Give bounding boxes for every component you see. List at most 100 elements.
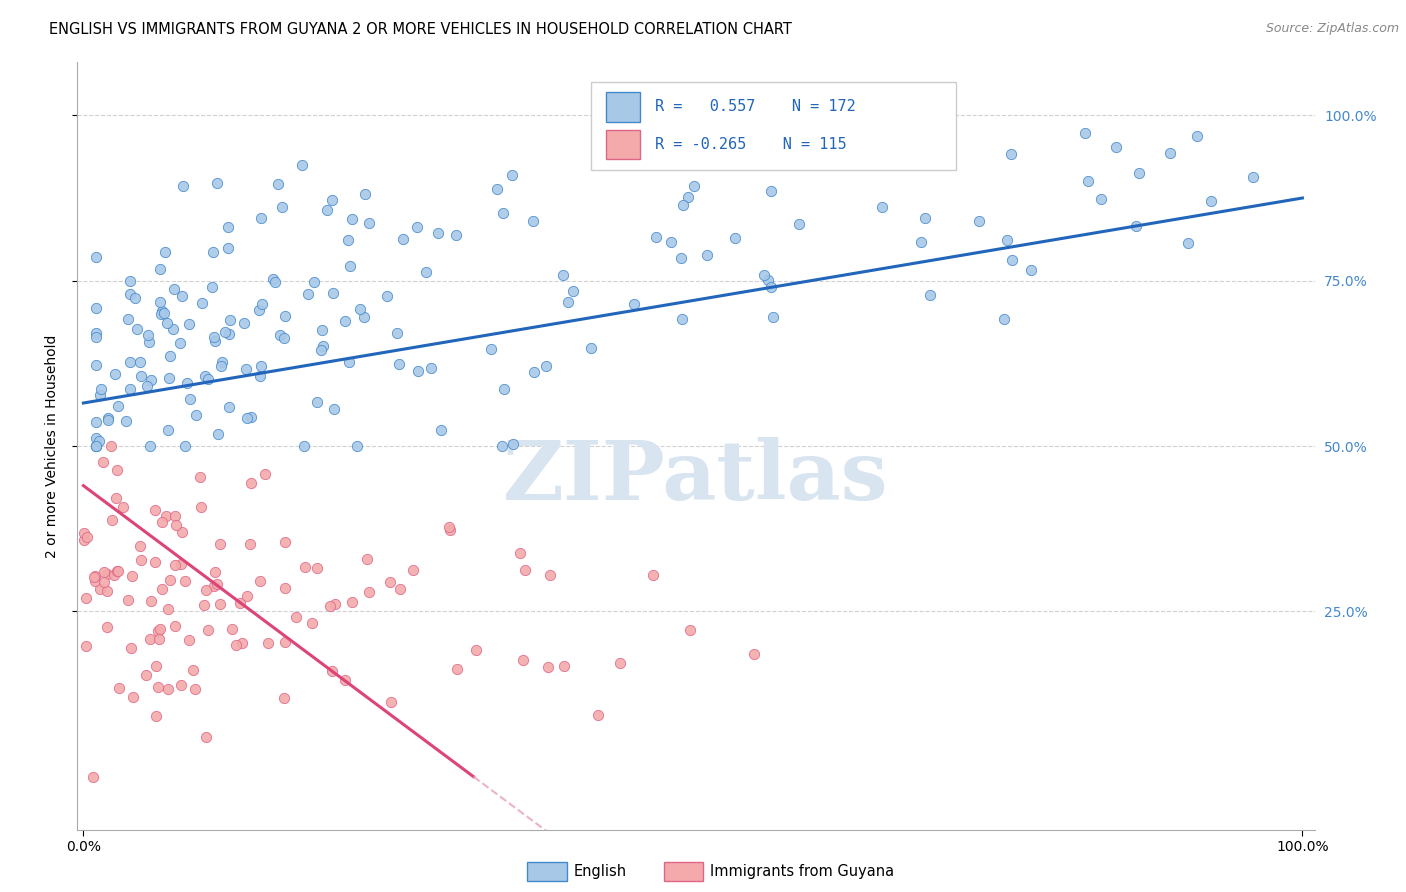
Point xyxy=(149,623,172,637)
Point xyxy=(389,582,412,596)
Point xyxy=(97,413,120,427)
Point xyxy=(274,534,297,549)
Text: Source: ZipAtlas.com: Source: ZipAtlas.com xyxy=(1265,22,1399,36)
Point xyxy=(117,593,139,607)
Point xyxy=(193,599,215,613)
Point xyxy=(190,500,212,514)
Point xyxy=(758,273,780,287)
Point xyxy=(177,317,200,331)
Point xyxy=(138,334,160,349)
Point xyxy=(202,244,225,259)
Point xyxy=(165,558,187,573)
Point xyxy=(322,286,344,301)
Point xyxy=(96,583,118,598)
Point xyxy=(671,311,693,326)
Point xyxy=(217,241,239,255)
Point xyxy=(108,681,131,695)
Point xyxy=(153,306,176,320)
Point xyxy=(336,233,359,247)
Point xyxy=(107,399,129,413)
Point xyxy=(170,678,193,692)
Point xyxy=(271,200,294,214)
Point xyxy=(523,365,546,379)
Point xyxy=(73,526,96,541)
Point xyxy=(217,220,239,235)
Point xyxy=(91,455,114,469)
Point xyxy=(75,591,97,605)
Point xyxy=(143,503,166,517)
Point xyxy=(321,664,343,678)
Point xyxy=(209,537,232,551)
Point xyxy=(679,623,702,637)
Point xyxy=(1090,192,1112,206)
Point xyxy=(73,533,96,548)
Point xyxy=(716,153,738,167)
Point xyxy=(388,357,411,371)
FancyBboxPatch shape xyxy=(606,93,640,121)
Point xyxy=(1000,147,1022,161)
Point xyxy=(534,359,557,374)
Point xyxy=(115,414,138,428)
Point xyxy=(444,227,467,242)
Point xyxy=(323,402,346,417)
Point xyxy=(111,500,134,514)
Point xyxy=(342,595,364,609)
Point xyxy=(172,289,194,303)
Point xyxy=(239,537,262,551)
Point xyxy=(267,177,290,191)
Point xyxy=(659,235,682,249)
Point xyxy=(696,247,718,261)
Point xyxy=(312,339,335,353)
Point xyxy=(76,529,98,543)
Point xyxy=(501,168,523,182)
Point xyxy=(145,709,167,723)
Point xyxy=(315,202,337,217)
Point xyxy=(406,220,429,235)
Point xyxy=(236,589,259,603)
Point xyxy=(103,568,125,582)
Point xyxy=(84,439,107,453)
Point xyxy=(294,560,316,574)
Point xyxy=(249,368,271,383)
Point xyxy=(138,439,160,453)
Point xyxy=(430,423,453,437)
Point xyxy=(156,316,179,330)
Point xyxy=(263,275,285,289)
Point xyxy=(194,369,217,384)
Point xyxy=(274,309,297,323)
Point xyxy=(522,214,544,228)
Point xyxy=(118,286,141,301)
Point xyxy=(301,615,323,630)
Point xyxy=(415,265,437,279)
Point xyxy=(392,232,415,246)
Point xyxy=(236,411,259,425)
Point xyxy=(1177,236,1199,251)
Point xyxy=(120,274,142,288)
Point xyxy=(148,632,170,646)
Point xyxy=(188,470,211,484)
Point xyxy=(356,551,378,566)
Point xyxy=(117,311,139,326)
Point xyxy=(127,322,149,336)
Point xyxy=(538,568,561,582)
Point xyxy=(1074,126,1097,140)
Point xyxy=(197,372,219,386)
Point xyxy=(170,525,193,540)
Point xyxy=(512,653,534,667)
Point xyxy=(120,641,142,656)
Point xyxy=(446,662,468,676)
Point xyxy=(145,659,167,673)
Point xyxy=(197,624,219,638)
Point xyxy=(509,546,531,560)
Point xyxy=(104,491,127,505)
Point xyxy=(128,540,150,554)
Point xyxy=(742,647,765,661)
Point xyxy=(214,325,236,339)
Point xyxy=(465,643,488,657)
Point xyxy=(273,331,295,345)
Point xyxy=(304,276,326,290)
Point xyxy=(1185,129,1208,144)
Point xyxy=(129,552,152,566)
Point xyxy=(284,610,307,624)
Point xyxy=(159,573,181,587)
